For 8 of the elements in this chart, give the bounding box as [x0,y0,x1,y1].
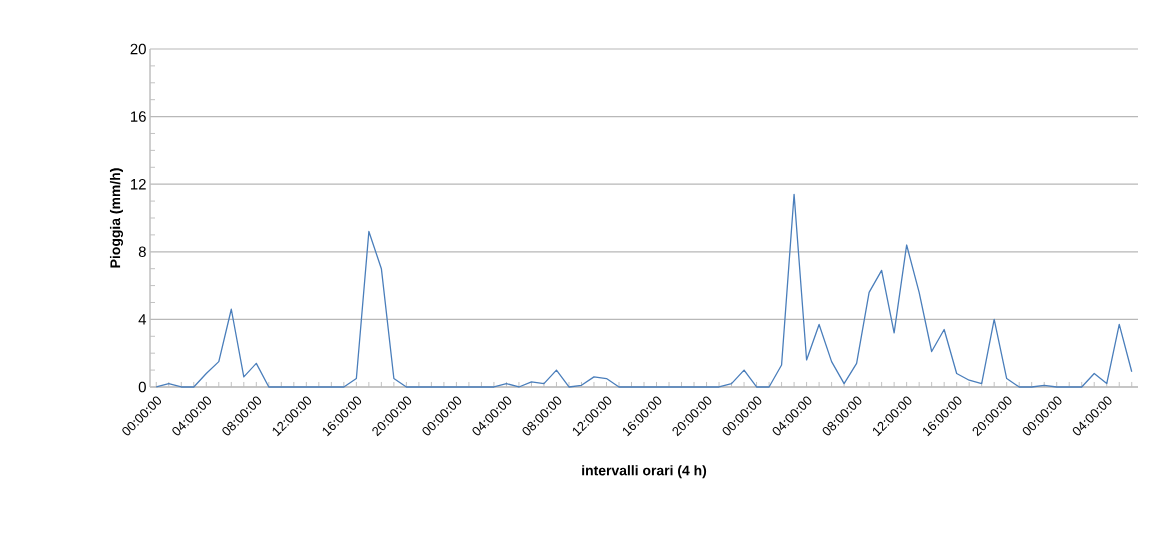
y-tick-label: 0 [138,381,146,393]
y-tick-label: 16 [131,111,146,122]
x-axis-title: intervalli orari (4 h) [582,465,707,479]
y-tick-label: 8 [138,246,146,258]
y-tick-label: 12 [131,178,146,190]
y-axis-title: Pioggia (mm/h) [109,168,124,268]
y-tick-label: 20 [130,43,146,55]
y-tick-label: 4 [138,314,147,325]
